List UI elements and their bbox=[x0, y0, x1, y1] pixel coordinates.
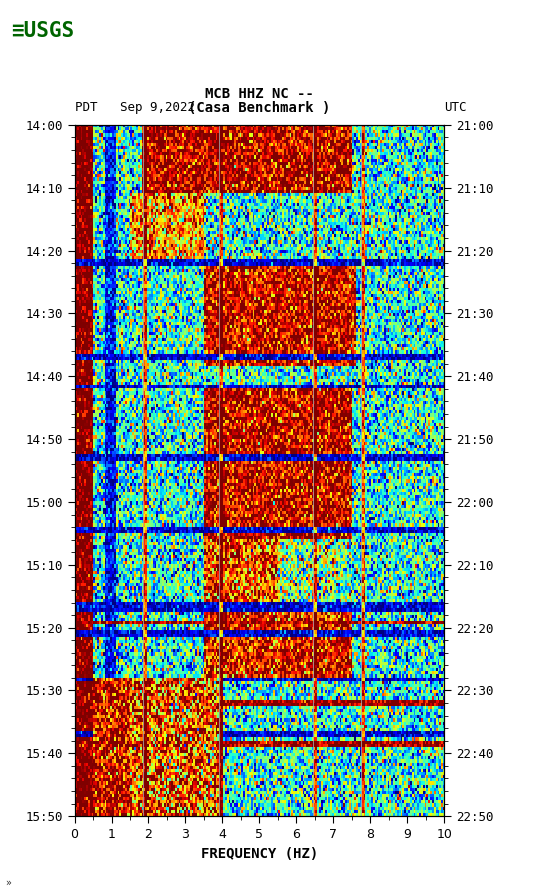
Text: ≡USGS: ≡USGS bbox=[11, 21, 74, 41]
Text: »: » bbox=[6, 878, 12, 888]
X-axis label: FREQUENCY (HZ): FREQUENCY (HZ) bbox=[201, 847, 318, 861]
Text: UTC: UTC bbox=[444, 102, 467, 114]
Text: (Casa Benchmark ): (Casa Benchmark ) bbox=[188, 101, 331, 115]
Text: MCB HHZ NC --: MCB HHZ NC -- bbox=[205, 87, 314, 101]
Text: PDT   Sep 9,2022: PDT Sep 9,2022 bbox=[75, 102, 194, 114]
